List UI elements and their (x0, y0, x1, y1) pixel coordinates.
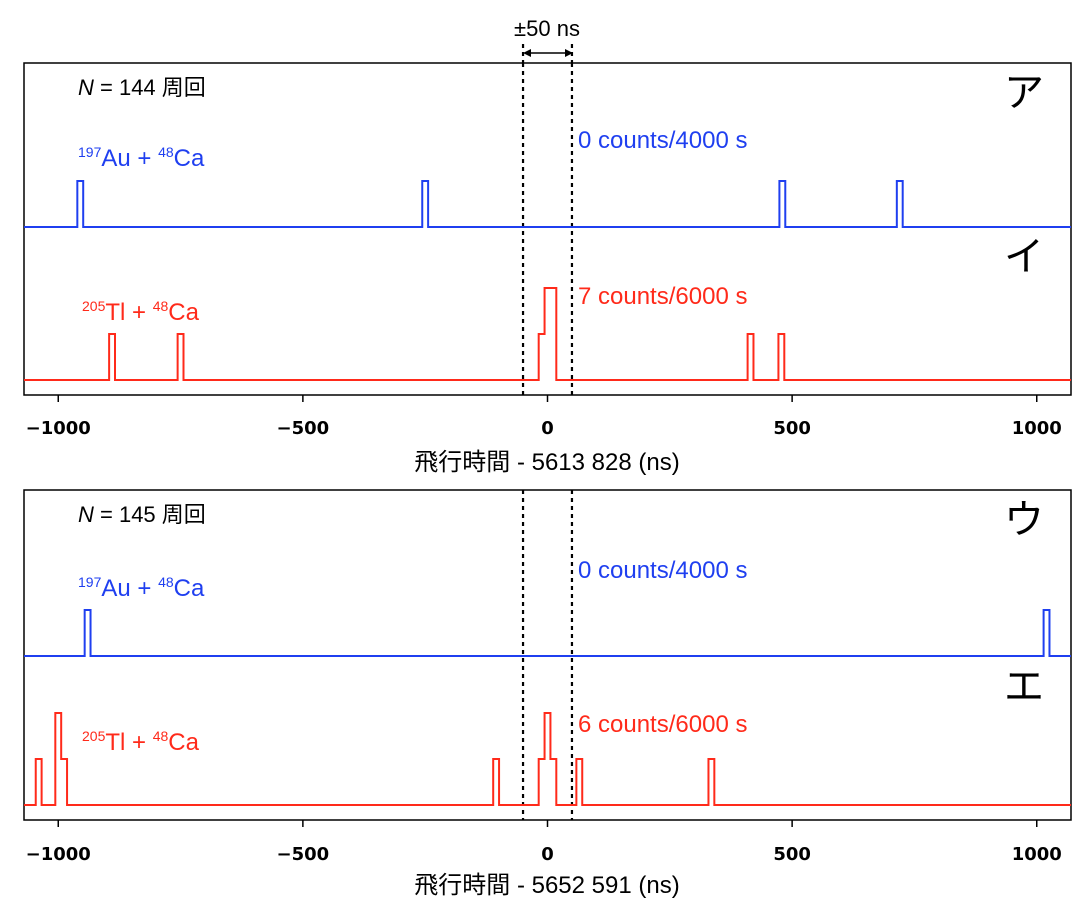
x-tick-label: 1000 (1012, 418, 1062, 439)
x-tick-label: −1000 (26, 844, 91, 865)
label-text: Ca (174, 575, 205, 602)
cycle-text: = 144 周回 (94, 75, 206, 100)
mass-number: 48 (158, 574, 174, 590)
series-trace (24, 712, 1071, 806)
traces (24, 180, 1071, 381)
window-arrow (523, 49, 573, 57)
label-text: Ca (168, 299, 199, 326)
x-axis-label: 飛行時間 - 5613 828 (ns) (414, 449, 679, 476)
cycle-label: N = 145 周回 (78, 502, 206, 527)
window-lines (521, 44, 574, 395)
x-tick-label: 500 (773, 844, 811, 865)
mass-number: 48 (153, 298, 169, 314)
panel-kana-e: エ (1004, 664, 1044, 710)
x-tick-label: 1000 (1012, 844, 1062, 865)
label-text: Au + (101, 575, 158, 602)
cycle-text: = 145 周回 (94, 502, 206, 527)
series-label-au: 197Au + 48Ca (78, 144, 205, 172)
cycle-label: N = 144 周回 (78, 75, 206, 100)
x-tick-label: 500 (773, 418, 811, 439)
x-tick-label: −1000 (26, 418, 91, 439)
x-tick-label: 0 (541, 844, 554, 865)
panel-top: −1000 −500 0 500 1000 N = 144 周回 ア イ 197Au +… (23, 44, 1072, 476)
panel-bottom: −1000 −500 0 500 1000 N = 145 周回 ウ エ 197Au +… (23, 489, 1072, 899)
label-text: Tl + (105, 299, 152, 326)
panel-kana-u: ウ (1004, 497, 1044, 543)
series-label-tl: 205Tl + 48Ca (82, 728, 200, 756)
x-axis-ticks: −1000 −500 0 500 1000 (26, 820, 1062, 865)
label-text: Tl + (105, 729, 152, 756)
mass-number: 197 (78, 144, 102, 160)
x-tick-label: 0 (541, 418, 554, 439)
counts-label-tl: 7 counts/6000 s (578, 283, 747, 310)
counts-label-au: 0 counts/4000 s (578, 127, 747, 154)
plot-frame (23, 62, 1072, 396)
series-trace (24, 180, 1071, 228)
mass-number: 205 (82, 298, 106, 314)
series-trace (24, 609, 1071, 657)
x-axis-label: 飛行時間 - 5652 591 (ns) (414, 872, 679, 899)
mass-number: 48 (158, 144, 174, 160)
window-lines (521, 490, 574, 820)
x-axis-ticks: −1000 −500 0 500 1000 (26, 395, 1062, 439)
counts-label-au: 0 counts/4000 s (578, 557, 747, 584)
label-text: Ca (174, 145, 205, 172)
series-label-tl: 205Tl + 48Ca (82, 298, 200, 326)
mass-number: 197 (78, 574, 102, 590)
label-text: Ca (168, 729, 199, 756)
cycle-prefix: N (78, 502, 94, 527)
window-label: ±50 ns (514, 16, 580, 41)
mass-number: 48 (153, 728, 169, 744)
mass-number: 205 (82, 728, 106, 744)
x-tick-label: −500 (277, 418, 330, 439)
panel-kana-a: ア (1004, 70, 1044, 116)
label-text: Au + (101, 145, 158, 172)
series-trace (24, 287, 1071, 381)
series-label-au: 197Au + 48Ca (78, 574, 205, 602)
cycle-prefix: N (78, 75, 94, 100)
traces (24, 609, 1071, 806)
x-tick-label: −500 (277, 844, 330, 865)
counts-label-tl: 6 counts/6000 s (578, 711, 747, 738)
panel-kana-i: イ (1004, 234, 1044, 280)
